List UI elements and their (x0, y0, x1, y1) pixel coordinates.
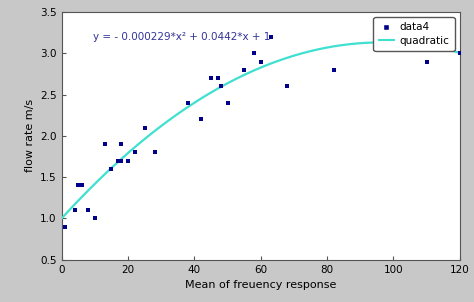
Point (240, 67, 248, 72)
Point (217, 84, 225, 89)
Y-axis label: flow rate m/s: flow rate m/s (25, 99, 35, 172)
Point (207, 76, 215, 81)
Point (101, 142, 109, 146)
Point (257, 59, 264, 64)
Point (267, 34, 274, 39)
Point (456, 51, 464, 56)
Point (423, 59, 430, 64)
Point (283, 84, 291, 89)
Point (131, 150, 138, 155)
Point (141, 125, 148, 130)
Point (61, 224, 69, 229)
Point (84, 208, 92, 213)
Point (224, 101, 231, 105)
Point (118, 142, 125, 146)
Point (78, 183, 85, 188)
X-axis label: Mean of freuency response: Mean of freuency response (185, 280, 337, 290)
Point (74, 183, 82, 188)
Point (330, 67, 337, 72)
Point (114, 158, 122, 163)
Point (184, 101, 191, 105)
Legend: data4, quadratic: data4, quadratic (374, 17, 455, 51)
Point (118, 158, 125, 163)
Point (250, 51, 258, 56)
Text: y = - 0.000229*x² + 0.0442*x + 1: y = - 0.000229*x² + 0.0442*x + 1 (93, 32, 271, 42)
Point (91, 216, 99, 221)
Point (214, 76, 221, 81)
Point (124, 158, 132, 163)
Point (71, 208, 79, 213)
Point (197, 117, 205, 122)
Point (108, 166, 115, 171)
Point (151, 150, 158, 155)
